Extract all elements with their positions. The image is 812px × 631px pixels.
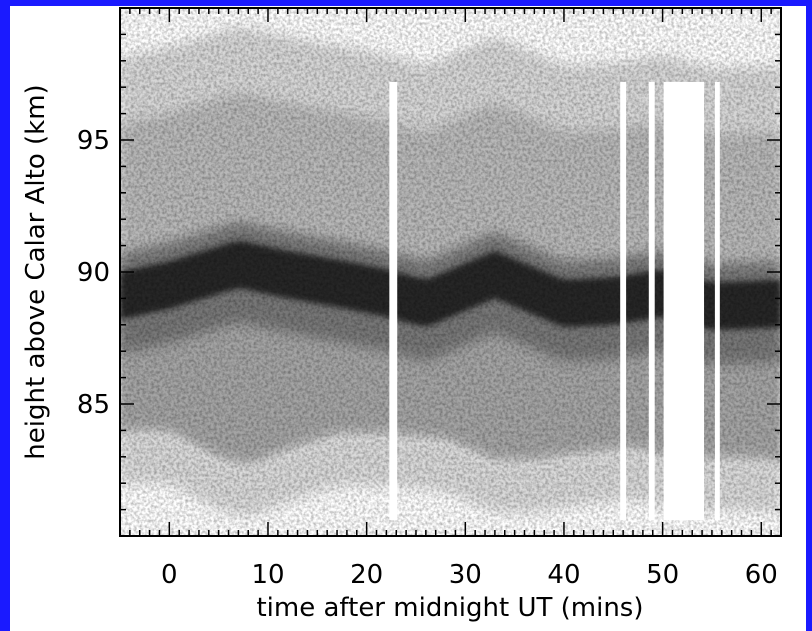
tick-labels: 0 10 20 30 40 50 60 85 90 95 (77, 126, 778, 590)
left-border (0, 0, 10, 631)
data-gap-5 (714, 81, 720, 521)
data-gap-1 (389, 81, 398, 521)
x-tick-label: 0 (161, 560, 178, 590)
x-axis-label: time after midnight UT (mins) (256, 593, 643, 623)
heatmap-image (120, 8, 781, 536)
y-tick-label: 90 (77, 258, 110, 288)
data-gap-2 (620, 81, 627, 521)
x-tick-label: 30 (449, 560, 482, 590)
data-gap-4 (663, 81, 705, 521)
data-gap-3 (648, 81, 655, 521)
right-border (806, 0, 812, 631)
y-axis-label: height above Calar Alto (km) (21, 84, 51, 459)
top-border (0, 0, 812, 6)
x-tick-label: 50 (646, 560, 679, 590)
x-tick-label: 60 (745, 560, 778, 590)
y-tick-label: 85 (77, 390, 110, 420)
x-tick-label: 10 (251, 560, 284, 590)
x-tick-label: 20 (350, 560, 383, 590)
x-tick-label: 40 (547, 560, 580, 590)
tick-marks (119, 7, 782, 537)
data-gaps (389, 81, 720, 521)
y-tick-label: 95 (77, 126, 110, 156)
